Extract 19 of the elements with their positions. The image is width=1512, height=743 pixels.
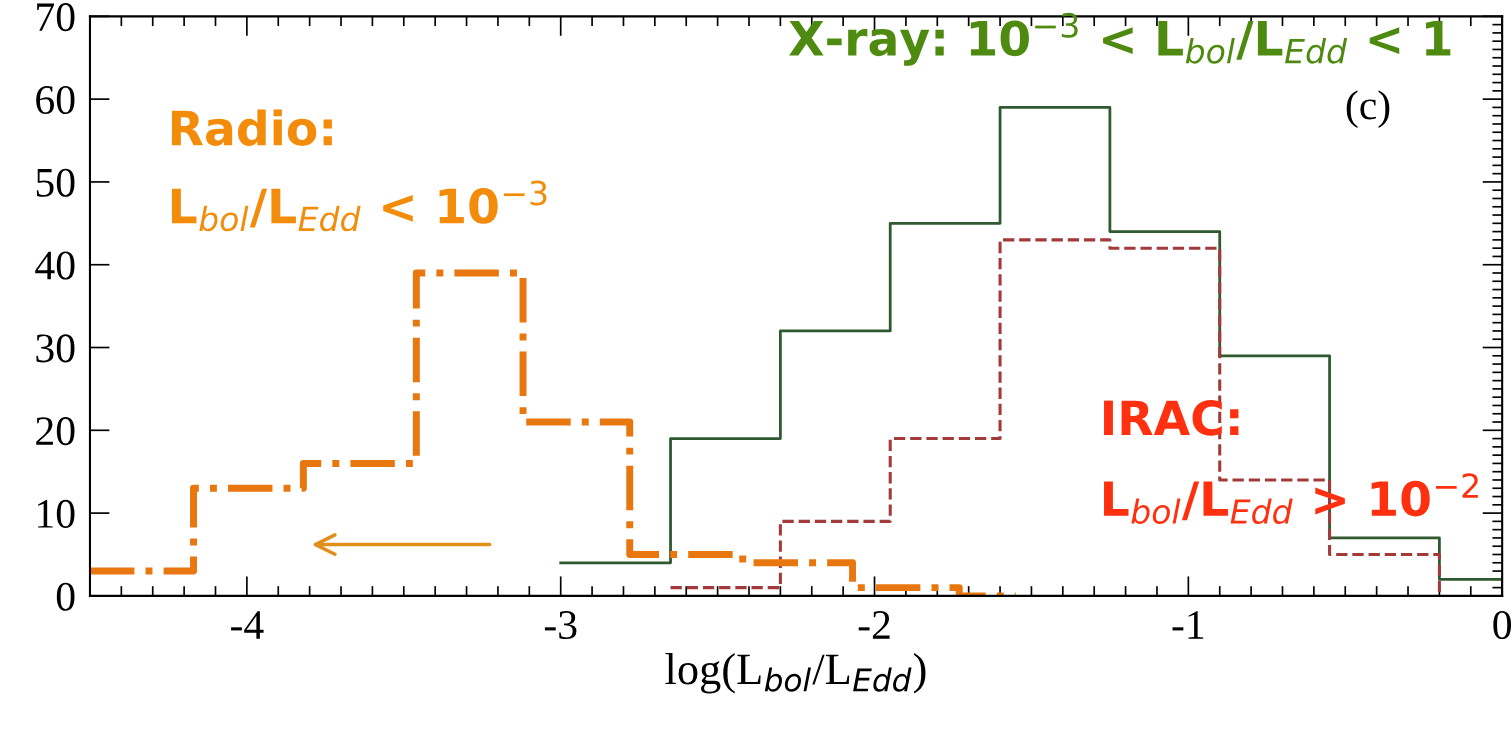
x-tick-label: -4 <box>231 611 264 639</box>
annotation: (c) <box>1346 90 1390 128</box>
y-tick-label: 30 <box>36 334 75 363</box>
y-tick-label: 50 <box>36 168 75 197</box>
y-tick-label: 60 <box>36 85 75 114</box>
y-tick-label: 20 <box>36 417 75 446</box>
x-tick-label: -2 <box>858 611 890 639</box>
y-tick-label: 40 <box>35 251 75 280</box>
x-tick-label: 0 <box>1493 610 1511 640</box>
annotation: X-ray: 10$^{−3}$ < L$_{bol}$/L$_{Edd}$ < 1 <box>789 12 1451 66</box>
annotation: Radio: <box>171 109 332 146</box>
y-tick-label: 70 <box>37 3 75 32</box>
x-axis-title: log(L$_{bol}$/L$_{Edd}$) <box>665 653 926 694</box>
y-tick-label: 0 <box>56 582 75 611</box>
annotation: L$_{bol}$/L$_{Edd}$ < 10$^{−3}$ <box>171 180 547 232</box>
x-tick-label: -3 <box>544 611 577 640</box>
y-tick-label: 10 <box>38 499 75 528</box>
x-tick-label: -1 <box>1172 611 1204 639</box>
annotation: IRAC: <box>1104 400 1239 436</box>
